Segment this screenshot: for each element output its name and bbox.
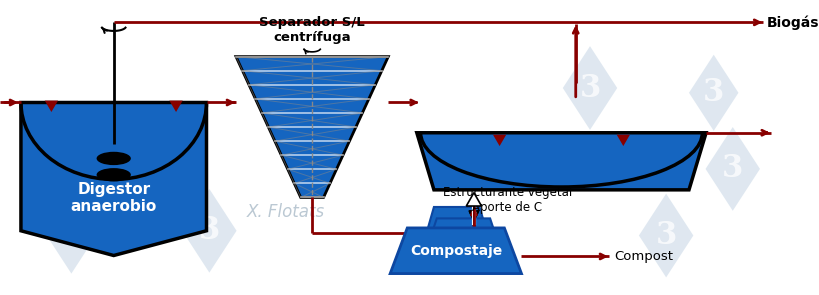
Polygon shape	[21, 102, 206, 255]
Text: 3: 3	[61, 211, 82, 242]
Polygon shape	[416, 133, 705, 190]
Text: 3: 3	[137, 158, 158, 189]
Polygon shape	[170, 101, 183, 112]
Text: 3: 3	[722, 153, 743, 184]
Ellipse shape	[97, 168, 131, 181]
Polygon shape	[423, 218, 503, 258]
Text: Compostaje: Compostaje	[410, 244, 502, 258]
Polygon shape	[390, 228, 521, 273]
Text: 3: 3	[702, 77, 723, 108]
Polygon shape	[688, 55, 738, 131]
Polygon shape	[704, 127, 759, 211]
Text: 3: 3	[578, 73, 600, 104]
Text: Digestor
anaerobio: Digestor anaerobio	[70, 182, 156, 214]
Polygon shape	[466, 193, 481, 206]
Polygon shape	[40, 178, 102, 273]
Polygon shape	[562, 46, 617, 130]
Text: Estructurante vegetal
Aporte de C: Estructurante vegetal Aporte de C	[442, 186, 571, 214]
Polygon shape	[422, 207, 491, 247]
Polygon shape	[236, 57, 387, 197]
Polygon shape	[45, 101, 58, 112]
Polygon shape	[616, 135, 629, 146]
Text: Compost: Compost	[613, 250, 672, 263]
Polygon shape	[638, 194, 693, 277]
Text: Separador S/L
centrífuga: Separador S/L centrífuga	[259, 16, 364, 44]
Text: X. Flotats: X. Flotats	[247, 203, 324, 221]
Polygon shape	[492, 135, 505, 146]
Text: Biogás: Biogás	[766, 15, 818, 30]
Text: 3: 3	[198, 215, 219, 246]
Ellipse shape	[97, 152, 131, 165]
Polygon shape	[118, 128, 177, 219]
Polygon shape	[182, 189, 237, 273]
Text: 3: 3	[654, 220, 676, 251]
